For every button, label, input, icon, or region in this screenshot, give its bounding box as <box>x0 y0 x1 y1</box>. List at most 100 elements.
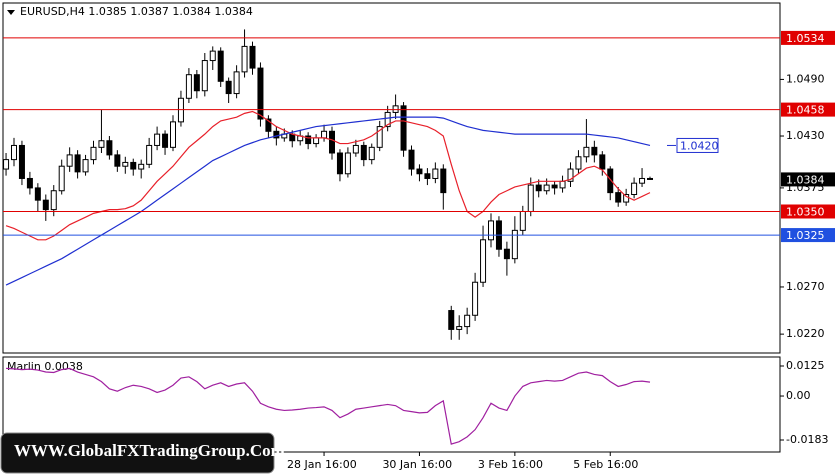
candle-body <box>416 168 423 175</box>
candle-body <box>567 168 574 182</box>
candle-body <box>456 326 463 330</box>
candle-body <box>551 184 558 189</box>
moving-average <box>5 116 651 286</box>
candle-body <box>503 248 510 260</box>
candle-body <box>368 146 375 161</box>
candle-body <box>225 80 232 95</box>
x-tick-label: 3 Feb 16:00 <box>478 458 543 471</box>
candle-body <box>448 310 455 330</box>
chart-title: EURUSD,H4 1.0385 1.0387 1.0384 1.0384 <box>20 5 253 18</box>
oscillator-panel <box>2 356 781 453</box>
x-tick-label: 30 Jan 16:00 <box>382 458 452 471</box>
candle-body <box>623 194 630 203</box>
current-price-box <box>781 172 835 187</box>
candle-body <box>511 229 518 260</box>
candle-body <box>639 177 646 184</box>
level-label-box <box>781 102 835 117</box>
candle-body <box>631 182 638 196</box>
candle-body <box>615 192 622 203</box>
watermark-box <box>0 432 275 474</box>
candle-body <box>488 220 494 241</box>
candle-body <box>321 130 328 139</box>
candle-body <box>233 71 240 95</box>
candle-body <box>170 121 176 148</box>
candle-body <box>162 133 169 148</box>
oscillator-line <box>6 367 651 445</box>
level-label: 1.0325 <box>786 229 825 242</box>
y-tick-label: 1.0490 <box>786 72 825 85</box>
candle-body <box>336 152 343 175</box>
candle-body <box>58 165 65 192</box>
candle-body <box>66 154 73 167</box>
candle-body <box>352 144 359 154</box>
candle-body <box>273 130 280 139</box>
candle-body <box>90 146 97 161</box>
level-label-box <box>781 30 835 45</box>
candle-body <box>217 50 224 82</box>
candle-body <box>472 281 479 316</box>
candle-body <box>146 144 153 165</box>
candle-body <box>376 126 383 148</box>
candle-body <box>122 161 129 167</box>
candle-body <box>201 60 208 92</box>
candle-body <box>11 144 17 161</box>
candle-body <box>329 130 335 154</box>
candle-body <box>106 140 113 156</box>
watermark: WWW.GlobalFXTradingGroup.Com <box>14 441 285 460</box>
candle-body <box>313 137 320 145</box>
candle-body <box>209 50 216 62</box>
x-tick-label: 5 Feb 16:00 <box>573 458 638 471</box>
ma-marker-box <box>676 137 719 153</box>
y-tick-label: -0.0183 <box>786 433 828 446</box>
candle-body <box>360 144 367 161</box>
candle-body <box>249 45 256 69</box>
candle-body <box>130 161 137 170</box>
y-tick-label: 0.0125 <box>786 359 825 372</box>
x-tick-label: 28 Jan 16:00 <box>287 458 357 471</box>
candle-body <box>114 154 121 167</box>
candle-body <box>384 111 391 128</box>
candle-body <box>74 154 81 173</box>
candle-body <box>583 146 590 158</box>
candle-body <box>432 168 439 179</box>
candle-body <box>575 156 582 170</box>
candle-body <box>193 74 200 92</box>
candle-body <box>138 163 145 170</box>
candle-body <box>527 184 534 212</box>
candle-body <box>424 173 431 179</box>
candle-body <box>34 187 41 201</box>
candle-body <box>559 180 566 189</box>
ma-marker-label: 1.0420 <box>680 139 719 152</box>
candle-body <box>599 154 606 170</box>
current-price-label: 1.0384 <box>786 173 825 186</box>
candle-body <box>154 133 161 146</box>
candle-body <box>82 159 89 173</box>
candle-body <box>257 67 264 120</box>
candle-body <box>241 45 248 73</box>
candle-body <box>543 184 550 192</box>
candle-body <box>440 168 447 194</box>
oscillator-title: Marlin 0.0038 <box>7 360 83 373</box>
candle-body <box>50 190 57 211</box>
main-panel <box>2 2 781 354</box>
level-label: 1.0350 <box>786 205 825 218</box>
candle-body <box>400 105 407 151</box>
candle-body <box>305 135 312 145</box>
candle-body <box>185 74 192 99</box>
level-label-box <box>781 204 835 219</box>
candle-body <box>647 177 653 180</box>
y-tick-label: 1.0430 <box>786 129 825 142</box>
candle-body <box>607 168 614 194</box>
menu-arrow <box>7 10 15 15</box>
candle-body <box>18 144 25 179</box>
level-label: 1.0458 <box>786 104 825 117</box>
candle-body <box>265 118 272 132</box>
candle-body <box>480 239 487 283</box>
candle-body <box>98 140 105 148</box>
candle-body <box>3 159 10 170</box>
candle-body <box>591 146 598 156</box>
candle-body <box>535 184 542 192</box>
candle-body <box>464 314 471 328</box>
